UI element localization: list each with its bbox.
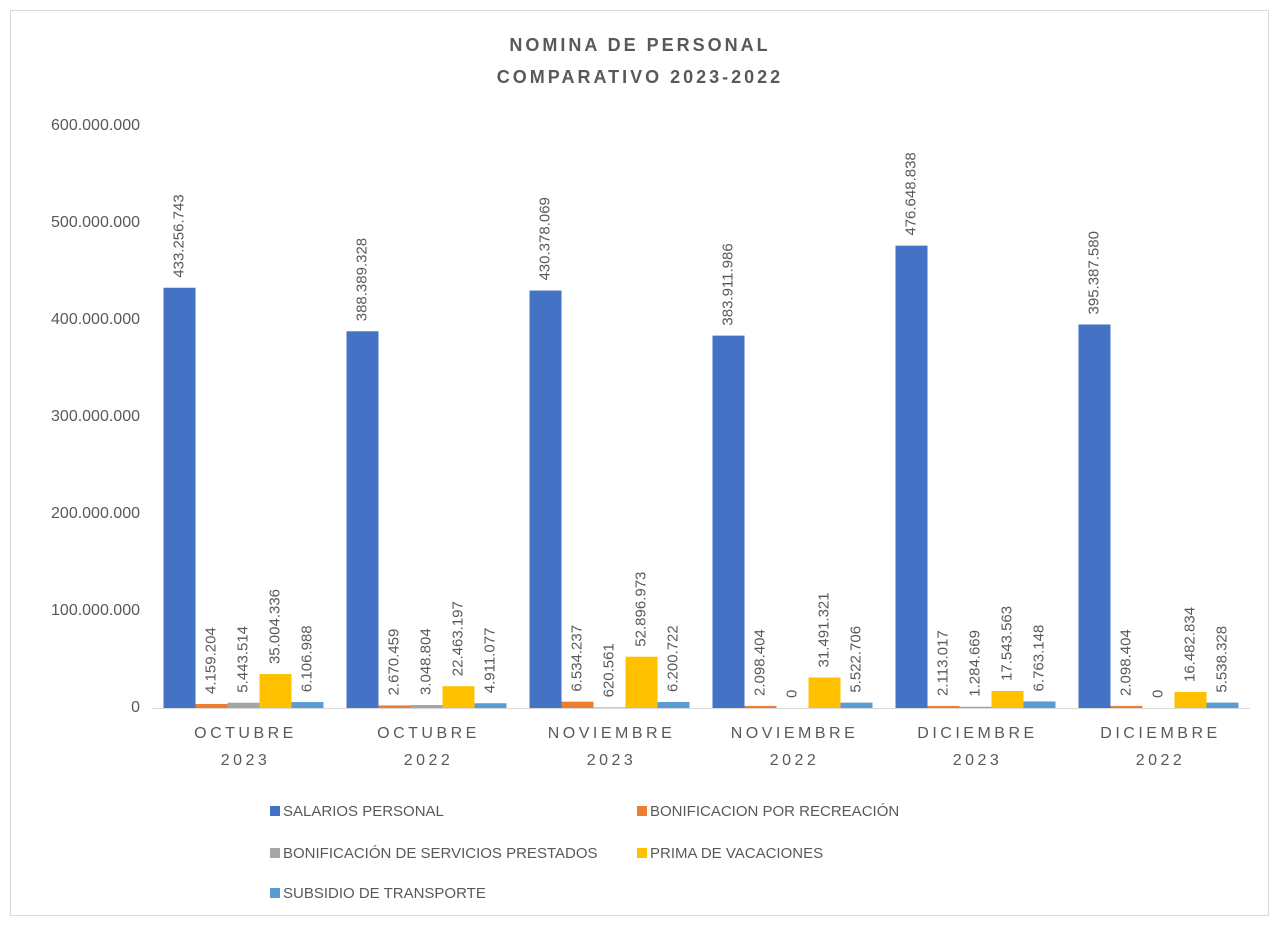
legend-swatch [637,848,647,858]
data-label: 4.911.077 [481,628,498,694]
data-label: 35.004.336 [266,589,283,664]
legend-swatch [637,806,647,816]
data-label: 1.284.669 [966,630,983,697]
y-tick-label: 600.000.000 [51,117,140,134]
data-label: 476.648.838 [902,152,919,235]
data-label: 17.543.563 [998,606,1015,681]
data-label: 395.387.580 [1085,231,1102,314]
data-label: 6.534.237 [568,625,585,692]
legend-swatch [270,848,280,858]
y-tick-label: 500.000.000 [51,214,140,231]
bar [1110,705,1143,708]
x-tick-label: DICIEMBRE 2022 [1100,725,1221,769]
legend-label: SALARIOS PERSONAL [283,803,444,820]
y-tick-label: 100.000.000 [51,602,140,619]
bar [991,690,1024,708]
data-label: 0 [783,690,800,698]
data-label: 2.113.017 [934,630,951,696]
bar [259,674,292,708]
bar [227,702,260,708]
chart-frame [10,10,1269,916]
bar [442,686,475,708]
bar [346,331,379,708]
bar [474,703,507,708]
data-label: 430.378.069 [536,197,553,280]
data-label: 4.159.204 [202,627,219,694]
data-label: 388.389.328 [353,238,370,321]
x-tick-label: OCTUBRE 2023 [194,725,297,769]
bar [163,287,196,708]
bar [529,290,562,708]
bar [1174,692,1207,708]
x-tick-label: NOVIEMBRE 2022 [730,725,859,769]
bar [1078,324,1111,708]
data-label: 383.911.986 [719,243,736,325]
y-tick-label: 300.000.000 [51,408,140,425]
chart-subtitle: COMPARATIVO 2023-2022 [497,67,783,87]
y-tick-label: 0 [131,699,140,716]
bar [593,707,626,708]
data-label: 620.561 [600,643,617,697]
bar [657,701,690,708]
bar [378,705,411,708]
bar [712,335,745,708]
data-label: 52.896.973 [632,572,649,647]
x-tick-label: NOVIEMBRE 2023 [547,725,676,769]
y-tick-label: 400.000.000 [51,311,140,328]
data-label: 2.098.404 [751,629,768,696]
data-label: 2.098.404 [1117,629,1134,696]
legend-label: SUBSIDIO DE TRANSPORTE [283,885,486,902]
legend-label: BONIFICACION POR RECREACIÓN [650,803,899,820]
y-tick-label: 200.000.000 [51,505,140,522]
x-tick-label: DICIEMBRE 2023 [917,725,1038,769]
bar [561,701,594,708]
data-label: 3.048.804 [417,628,434,695]
data-label: 5.538.328 [1213,626,1230,693]
data-label: 2.670.459 [385,629,402,696]
bar [195,703,228,708]
bar [1023,701,1056,708]
bar [895,245,928,708]
data-label: 22.463.197 [449,601,466,676]
data-label: 6.106.988 [298,625,315,692]
legend-swatch [270,806,280,816]
chart-title: NOMINA DE PERSONAL [509,35,770,55]
bar [410,705,443,708]
bar [927,705,960,708]
bar [840,702,873,708]
data-label: 5.522.706 [847,626,864,693]
data-label: 433.256.743 [170,194,187,277]
bar [625,656,658,708]
legend-swatch [270,888,280,898]
bar [744,705,777,708]
bar [808,677,841,708]
data-label: 6.763.148 [1030,625,1047,692]
bar [959,706,992,708]
data-label: 5.443.514 [234,626,251,693]
bar [1206,702,1239,708]
bar [291,702,324,708]
x-tick-label: OCTUBRE 2022 [377,725,480,769]
data-label: 16.482.834 [1181,607,1198,682]
legend-label: BONIFICACIÓN DE SERVICIOS PRESTADOS [283,845,598,862]
data-label: 6.200.722 [664,625,681,692]
legend-label: PRIMA DE VACACIONES [650,845,823,862]
data-label: 0 [1149,690,1166,698]
data-label: 31.491.321 [815,592,832,667]
